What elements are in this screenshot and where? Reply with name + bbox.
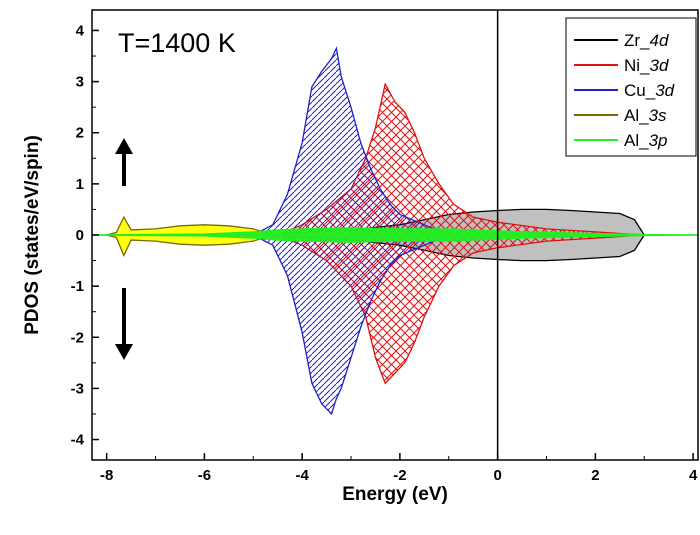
series-cu-3d [252, 46, 450, 416]
y-tick-label: -2 [71, 329, 84, 346]
legend-label: Ni_3d [624, 56, 669, 75]
y-tick-label: 1 [76, 176, 84, 193]
legend-item: Ni_3d [574, 56, 669, 75]
y-tick-label: 2 [76, 125, 84, 142]
legend-label-element: Al_ [624, 106, 649, 125]
legend-label: Al_3s [624, 106, 667, 125]
series-al-3p [92, 227, 698, 243]
legend-label-orbital: 4d [650, 31, 669, 50]
x-axis-title: Energy (eV) [342, 484, 448, 505]
legend-label-orbital: 3d [650, 56, 669, 75]
x-tick-label: -6 [198, 467, 211, 484]
legend-label-orbital: 3d [655, 81, 674, 100]
legend-label-element: Cu_ [624, 81, 656, 100]
legend-label-element: Zr_ [624, 31, 650, 50]
x-tick-label: -4 [295, 467, 309, 484]
legend-label-orbital: 3p [649, 131, 668, 150]
legend-label-element: Ni_ [624, 56, 650, 75]
y-tick-label: -1 [71, 278, 84, 295]
series-cu-3d-spin-up [252, 46, 450, 236]
x-tick-label: -2 [393, 467, 406, 484]
x-tick-label: 4 [689, 467, 698, 484]
spin-down-arrow [115, 288, 133, 360]
series-cu-3d-spin-down [252, 234, 450, 416]
y-axis-title: PDOS (states/eV/spin) [22, 135, 43, 335]
legend-label: Cu_3d [624, 81, 675, 100]
spin-up-arrow [115, 138, 133, 186]
series-al-3p-spin-up [92, 227, 698, 236]
axis-ticks: -8 -6 -4 -2 0 2 4 4 3 2 1 0 -1 -2 -3 -4 [71, 22, 698, 484]
temperature-annotation: T=1400 K [118, 28, 236, 58]
legend-label: Al_3p [624, 131, 668, 150]
y-tick-label: 3 [76, 74, 84, 91]
legend-item: Al_3s [574, 106, 667, 125]
x-tick-label: 0 [493, 467, 501, 484]
legend-label: Zr_4d [624, 31, 669, 50]
y-tick-label: 0 [76, 227, 84, 244]
legend-item: Cu_3d [574, 81, 675, 100]
y-tick-label: -4 [71, 432, 85, 449]
series-al-3p-spin-down [92, 234, 698, 243]
y-tick-label: -3 [71, 380, 84, 397]
legend-item: Zr_4d [574, 31, 669, 50]
legend-label-orbital: 3s [649, 106, 667, 125]
y-tick-label: 4 [76, 22, 85, 39]
legend-item: Al_3p [574, 131, 668, 150]
series-layer [92, 46, 698, 416]
x-tick-label: 2 [591, 467, 599, 484]
x-tick-label: -8 [100, 467, 113, 484]
legend-label-element: Al_ [624, 131, 649, 150]
